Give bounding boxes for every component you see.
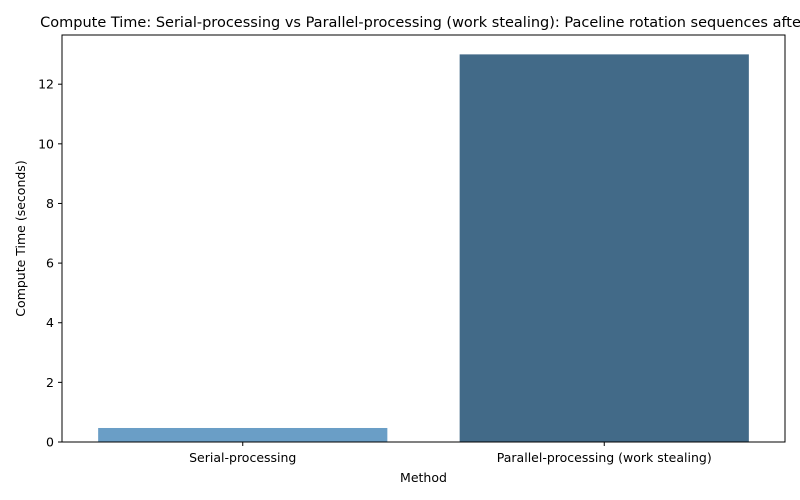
- x-tick-label: Serial-processing: [189, 450, 296, 465]
- bars-group: [98, 54, 749, 442]
- x-tick-label: Parallel-processing (work stealing): [497, 450, 712, 465]
- bar-parallel-processing-work-stealing: [459, 54, 749, 442]
- y-axis-label: Compute Time (seconds): [13, 160, 28, 316]
- y-tick-label: 10: [38, 136, 54, 151]
- plot-frame: [61, 34, 786, 443]
- bar-serial-processing: [98, 427, 388, 442]
- x-axis-ticks: Serial-processing Parallel-processing (wo…: [189, 442, 712, 465]
- y-tick-label: 8: [46, 196, 54, 211]
- y-tick-label: 6: [46, 256, 54, 271]
- x-axis-label: Method: [400, 470, 447, 485]
- y-axis-ticks: 0 2 4 6 8 10 12: [38, 77, 62, 450]
- y-tick-label: 0: [46, 435, 54, 450]
- y-tick-label: 12: [38, 77, 54, 92]
- chart-title: Compute Time: Serial-processing vs Paral…: [40, 15, 800, 31]
- y-tick-label: 4: [46, 315, 54, 330]
- y-tick-label: 2: [46, 375, 54, 390]
